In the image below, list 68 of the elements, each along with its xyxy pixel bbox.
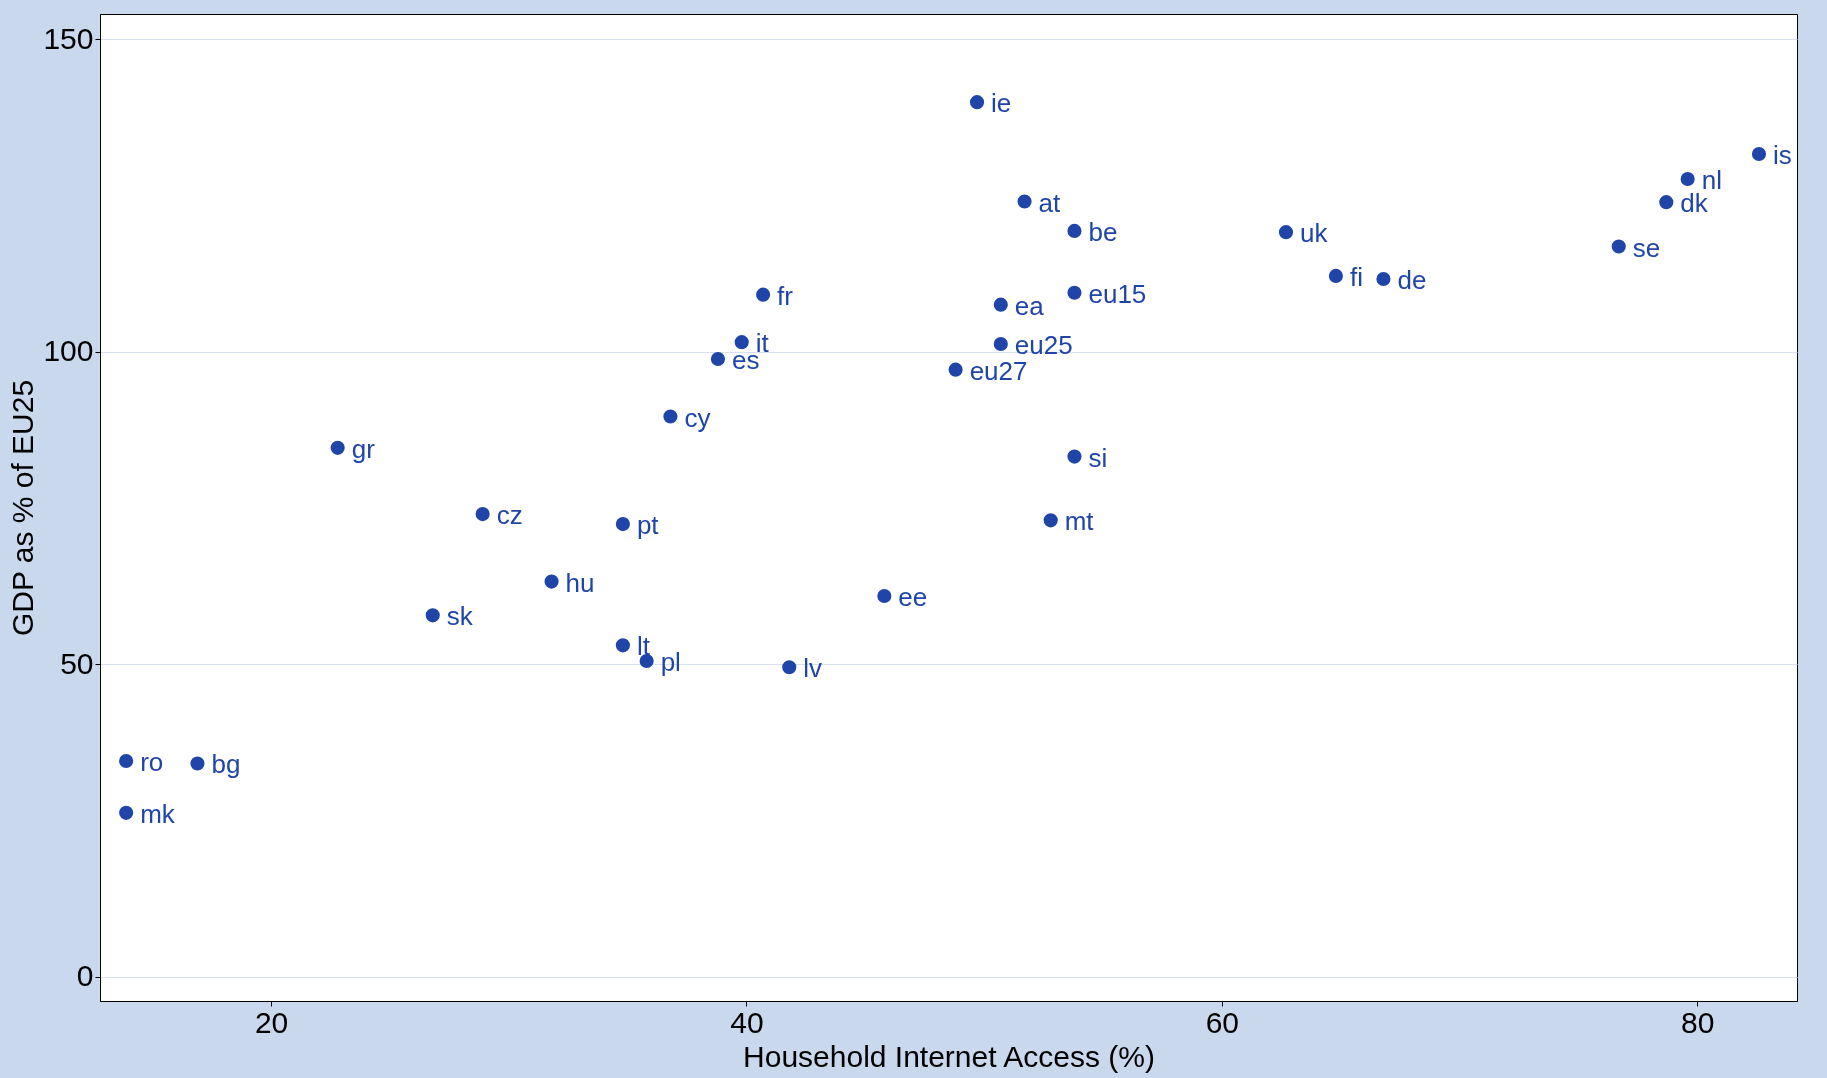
- y-tick-label: 150: [43, 21, 94, 55]
- point: [190, 756, 205, 771]
- annotation: ie: [991, 88, 1012, 119]
- annotation: ee: [898, 581, 928, 612]
- annotation: se: [1632, 232, 1661, 263]
- point: [1376, 271, 1391, 287]
- y-tick-label: 100: [43, 334, 94, 368]
- annotation: fi: [1349, 261, 1363, 292]
- point: [993, 297, 1008, 312]
- annotation: pl: [660, 646, 681, 677]
- annotation: ea: [1014, 290, 1045, 321]
- point: [425, 608, 440, 623]
- point: [969, 95, 985, 110]
- point: [993, 336, 1008, 352]
- point: [1328, 268, 1343, 283]
- annotation: sk: [446, 601, 474, 632]
- point: [1067, 223, 1082, 238]
- x-tick-label: 40: [730, 1005, 764, 1039]
- annotation: bg: [211, 749, 241, 780]
- annotation: cz: [496, 500, 523, 531]
- annotation: at: [1038, 187, 1062, 218]
- point: [544, 574, 559, 589]
- annotation: lv: [803, 653, 823, 684]
- annotation: uk: [1300, 218, 1329, 249]
- point: [119, 753, 134, 769]
- annotation: si: [1088, 442, 1108, 473]
- annotation: is: [1772, 140, 1792, 171]
- point: [639, 653, 654, 669]
- annotation: lt: [636, 631, 651, 662]
- point: [710, 351, 726, 367]
- point: [1043, 513, 1058, 528]
- x-tick-label: 20: [254, 1005, 289, 1039]
- point: [615, 517, 630, 532]
- point: [1017, 194, 1032, 209]
- annotation: de: [1397, 265, 1427, 296]
- y-tick-label: 50: [60, 646, 94, 680]
- annotation: gr: [351, 433, 376, 464]
- point: [948, 362, 963, 377]
- annotation: fr: [777, 280, 794, 311]
- point: [782, 660, 797, 675]
- point: [330, 440, 345, 455]
- point: [663, 409, 678, 424]
- annotation: be: [1088, 216, 1118, 247]
- point: [734, 335, 749, 350]
- point: [1067, 285, 1082, 300]
- point: [756, 287, 771, 302]
- point: [1680, 171, 1695, 187]
- point: [615, 638, 630, 653]
- annotation: eu15: [1088, 278, 1147, 309]
- point: [1278, 225, 1294, 240]
- point: [877, 588, 892, 604]
- point: [1659, 195, 1674, 210]
- point: [119, 805, 134, 820]
- y-axis-title: GDP as % of EU25: [6, 379, 40, 637]
- x-tick-label: 80: [1680, 1005, 1715, 1039]
- annotation: pt: [636, 510, 660, 541]
- point: [1067, 449, 1082, 464]
- x-tick-label: 60: [1205, 1005, 1240, 1039]
- x-axis-title: Household Internet Access (%): [743, 1039, 1155, 1073]
- y-tick-label: 0: [76, 959, 94, 993]
- point: [1751, 146, 1767, 162]
- annotation: hu: [565, 567, 595, 598]
- annotation: mt: [1064, 506, 1095, 537]
- annotation: mk: [140, 798, 176, 829]
- point: [1611, 239, 1626, 254]
- point: [475, 507, 490, 522]
- annotation: cy: [684, 402, 711, 433]
- annotation: ro: [140, 746, 164, 777]
